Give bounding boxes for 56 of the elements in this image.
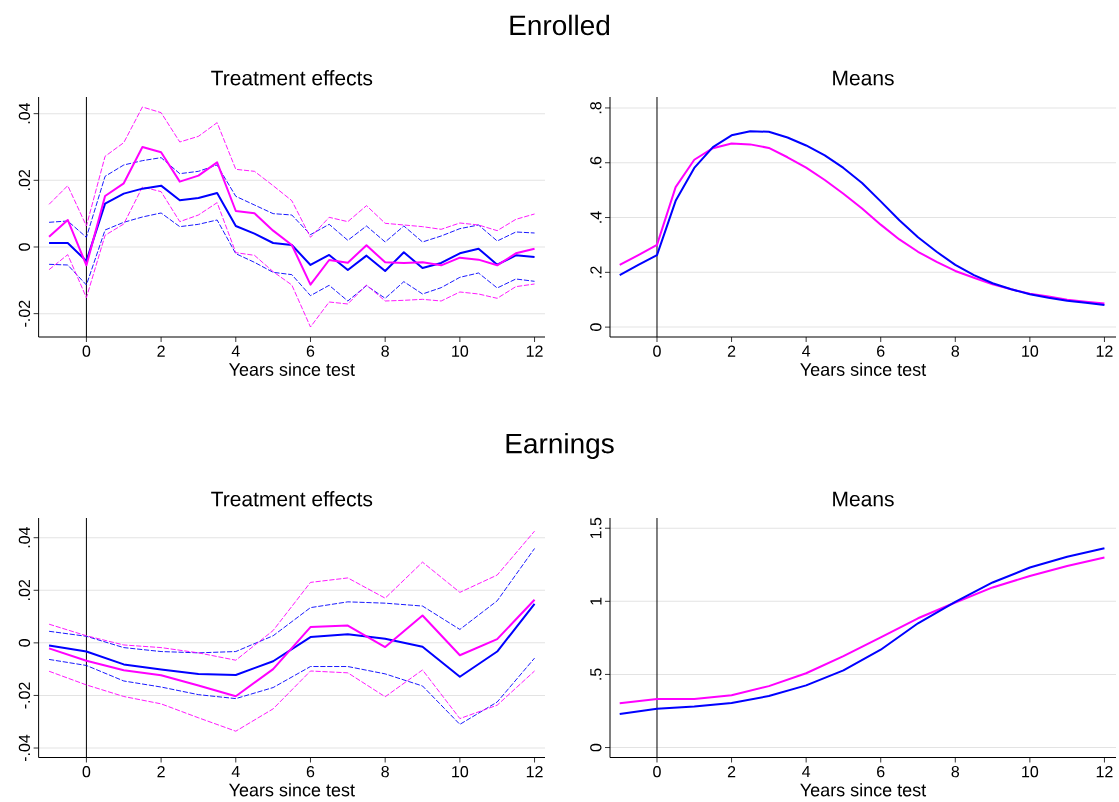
x-axis-title: Years since test xyxy=(229,362,355,376)
x-tick-label: 4 xyxy=(802,345,811,357)
x-axis-title: Years since test xyxy=(229,783,355,797)
chart-title: Treatment effects xyxy=(211,70,373,86)
y-tick-label: 0 xyxy=(18,243,31,251)
x-tick-label: 4 xyxy=(231,766,240,778)
x-tick-label: 10 xyxy=(1022,345,1039,357)
x-tick-label: 6 xyxy=(306,766,315,778)
y-tick-label: .02 xyxy=(18,579,31,600)
y-tick-label: 1 xyxy=(590,597,602,605)
y-tick-label: .2 xyxy=(590,266,602,278)
x-tick-label: 2 xyxy=(727,766,736,778)
x-tick-label: 10 xyxy=(1022,766,1039,778)
y-tick-label: -.02 xyxy=(18,682,31,709)
x-tick-label: 6 xyxy=(877,345,885,357)
y-tick-label: .5 xyxy=(590,668,602,680)
chart-title: Treatment effects xyxy=(211,491,373,507)
x-tick-label: 4 xyxy=(802,766,811,778)
y-tick-label: .04 xyxy=(18,103,31,124)
x-axis-title: Years since test xyxy=(800,783,927,797)
x-tick-label: 12 xyxy=(1096,345,1113,357)
x-tick-label: 0 xyxy=(653,766,661,778)
y-tick-label: -.04 xyxy=(18,734,31,762)
y-tick-label: -.02 xyxy=(18,300,31,327)
x-tick-label: 2 xyxy=(727,345,736,357)
y-tick-label: .02 xyxy=(18,170,31,190)
text: Enrolled xyxy=(510,14,610,36)
x-tick-label: 4 xyxy=(231,345,240,357)
x-tick-label: 8 xyxy=(951,766,960,778)
chart-title: Means xyxy=(833,70,894,86)
y-tick-label: 0 xyxy=(590,743,602,752)
x-axis-title: Years since test xyxy=(800,362,927,376)
x-tick-label: 10 xyxy=(452,766,469,778)
y-tick-label: .8 xyxy=(590,101,602,114)
y-tick-label: .04 xyxy=(18,527,31,548)
x-tick-label: 6 xyxy=(877,766,885,778)
x-tick-label: 12 xyxy=(526,345,543,357)
y-tick-label: 0 xyxy=(18,639,31,647)
x-tick-label: 2 xyxy=(157,766,165,778)
x-tick-label: 0 xyxy=(82,345,91,357)
x-tick-label: 6 xyxy=(306,345,315,357)
x-tick-label: 8 xyxy=(381,766,389,778)
x-tick-label: 12 xyxy=(1096,766,1113,778)
y-tick-label: .6 xyxy=(590,156,602,168)
chart-title: Means xyxy=(833,491,894,507)
x-tick-label: 12 xyxy=(526,766,543,778)
x-tick-label: 2 xyxy=(157,345,165,357)
y-tick-label: 0 xyxy=(590,323,602,331)
x-tick-label: 0 xyxy=(653,345,661,357)
text: Earnings xyxy=(506,432,614,460)
x-tick-label: 8 xyxy=(381,345,389,357)
x-tick-label: 10 xyxy=(452,345,469,357)
y-tick-label: 1.5 xyxy=(590,517,602,539)
x-tick-label: 0 xyxy=(82,766,91,778)
x-tick-label: 8 xyxy=(951,345,960,357)
y-tick-label: .4 xyxy=(590,211,602,223)
